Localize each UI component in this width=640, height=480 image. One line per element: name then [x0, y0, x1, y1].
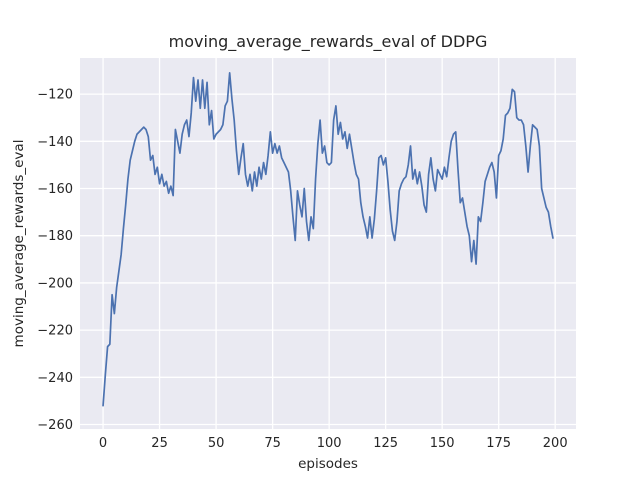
x-axis-label: episodes	[298, 456, 358, 472]
y-axis-label: moving_average_rewards_eval	[11, 140, 27, 348]
series-moving_average_rewards_eval	[102, 72, 554, 407]
x-tick-label: 0	[99, 436, 107, 451]
data-line	[102, 72, 554, 407]
chart-title: moving_average_rewards_eval of DDPG	[169, 32, 488, 52]
x-tick-label: 125	[373, 436, 398, 451]
y-tick-labels: −120 −140 −160 −180 −200 −220 −240 −260	[37, 88, 73, 433]
x-tick-labels: 0 25 50 75 100 125 150 175 200	[99, 436, 568, 451]
x-tick-label: 25	[151, 436, 168, 451]
x-tick-label: 50	[208, 436, 225, 451]
y-tick-label: −260	[37, 418, 73, 433]
plot-area	[80, 58, 576, 429]
y-tick-label: −220	[37, 324, 73, 339]
y-tick-label: −120	[37, 88, 73, 103]
y-tick-label: −240	[37, 371, 73, 386]
x-tick-label: 200	[543, 436, 568, 451]
gridlines	[80, 58, 576, 429]
y-tick-label: −160	[37, 182, 73, 197]
y-tick-label: −200	[37, 276, 73, 291]
x-tick-label: 75	[264, 436, 281, 451]
y-tick-label: −140	[37, 135, 73, 150]
x-tick-label: 150	[430, 436, 455, 451]
x-tick-label: 175	[486, 436, 511, 451]
y-tick-label: −180	[37, 229, 73, 244]
x-tick-label: 100	[317, 436, 342, 451]
